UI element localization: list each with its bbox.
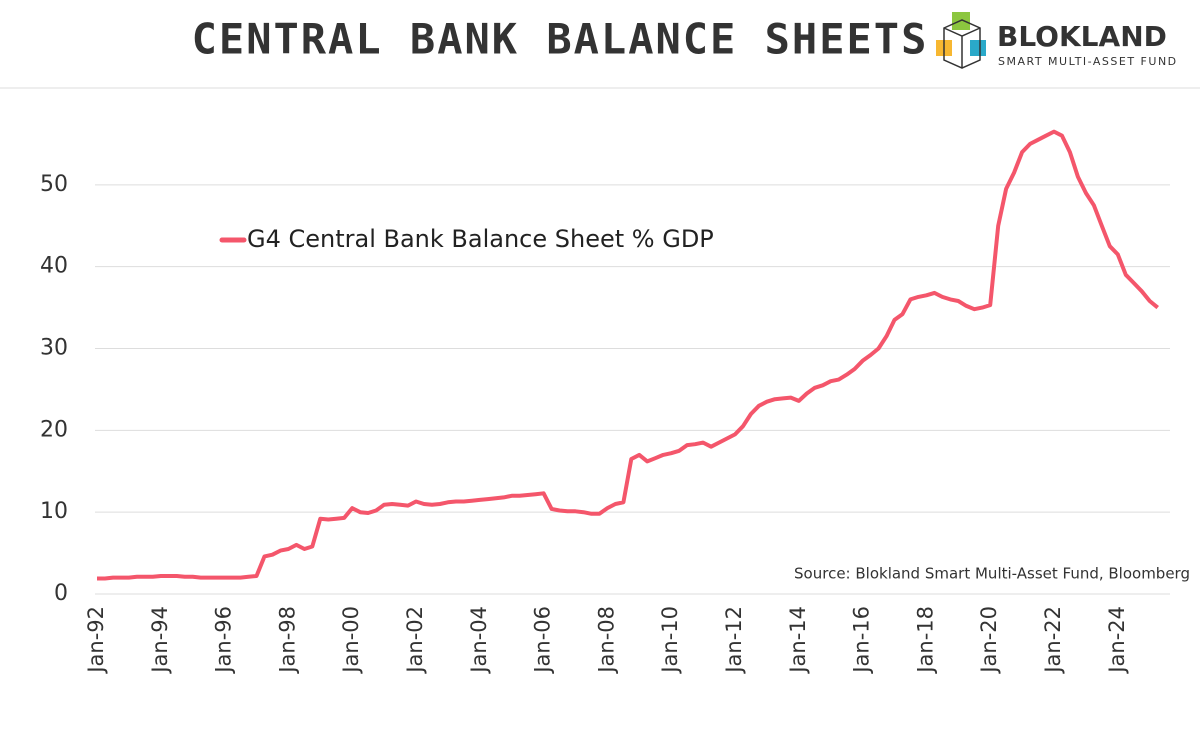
x-tick-label: Jan-22 — [1041, 606, 1065, 675]
y-tick-label: 0 — [54, 581, 68, 606]
x-tick-label: Jan-98 — [275, 606, 299, 675]
y-tick-label: 10 — [40, 499, 68, 524]
legend-label: G4 Central Bank Balance Sheet % GDP — [247, 225, 714, 253]
x-tick-label: Jan-92 — [84, 606, 108, 675]
logo-name: BLOKLAND — [997, 20, 1167, 53]
data-line — [97, 129, 1159, 581]
x-tick-label: Jan-14 — [786, 606, 810, 675]
x-tick-label: Jan-04 — [467, 606, 491, 675]
x-tick-label: Jan-00 — [339, 606, 363, 675]
y-tick-label: 40 — [40, 254, 68, 279]
logo: BLOKLAND SMART MULTI-ASSET FUND — [936, 12, 1178, 69]
logo-cube — [970, 40, 986, 56]
source-note: Source: Blokland Smart Multi-Asset Fund,… — [794, 565, 1190, 583]
x-tick-label: Jan-10 — [658, 606, 682, 675]
x-tick-label: Jan-96 — [212, 606, 236, 675]
x-tick-label: Jan-06 — [531, 606, 555, 675]
logo-frame — [943, 19, 981, 69]
x-tick-label: Jan-02 — [403, 606, 427, 675]
chart-title: CENTRAL BANK BALANCE SHEETS — [192, 15, 929, 64]
x-tick-label: Jan-16 — [850, 606, 874, 675]
y-tick-label: 20 — [40, 417, 68, 442]
y-tick-label: 30 — [40, 336, 68, 361]
y-tick-label: 50 — [40, 172, 68, 197]
x-tick-label: Jan-94 — [148, 606, 172, 675]
x-tick-label: Jan-12 — [722, 606, 746, 675]
x-tick-label: Jan-08 — [594, 606, 618, 675]
x-tick-label: Jan-24 — [1105, 606, 1129, 675]
x-tick-label: Jan-18 — [913, 606, 937, 675]
x-tick-label: Jan-20 — [977, 606, 1001, 675]
logo-tagline: SMART MULTI-ASSET FUND — [998, 55, 1178, 68]
